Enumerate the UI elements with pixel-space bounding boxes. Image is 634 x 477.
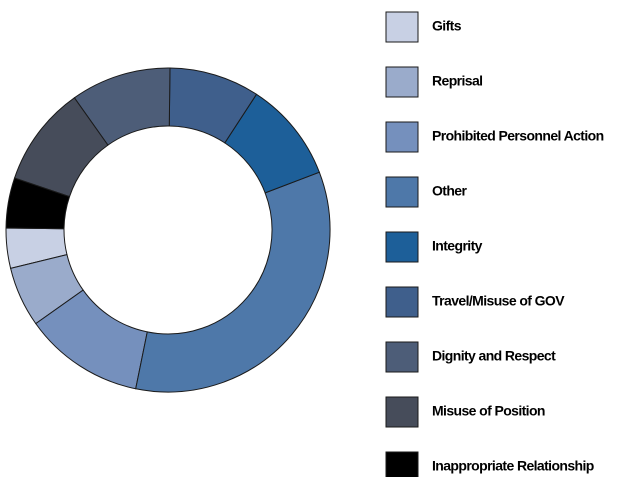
legend-label: Travel/Misuse of GOV <box>432 293 565 309</box>
legend-label: Prohibited Personnel Action <box>432 128 604 144</box>
legend-label: Other <box>432 183 467 199</box>
legend-label: Reprisal <box>432 73 482 89</box>
legend-swatch <box>385 451 419 477</box>
legend-swatch <box>385 396 419 428</box>
legend-swatch <box>385 341 419 373</box>
legend-swatch <box>385 11 419 43</box>
legend-swatch <box>385 286 419 318</box>
legend-swatch <box>385 121 419 153</box>
donut-slice <box>135 171 331 393</box>
legend-swatch <box>385 231 419 263</box>
legend-label: Gifts <box>432 18 462 34</box>
legend-swatch <box>385 176 419 208</box>
donut-slice <box>5 177 71 230</box>
legend-label: Dignity and Respect <box>432 348 556 364</box>
legend-label: Misuse of Position <box>432 403 545 419</box>
legend-swatch <box>385 66 419 98</box>
legend-label: Inappropriate Relationship <box>432 458 594 474</box>
legend-label: Integrity <box>432 238 483 254</box>
